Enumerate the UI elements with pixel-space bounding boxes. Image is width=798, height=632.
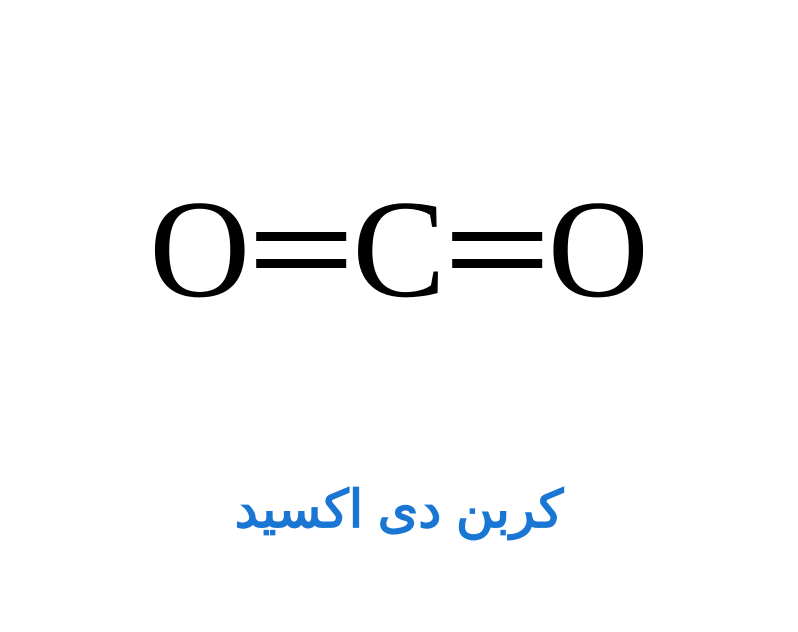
atom-carbon-center: C	[352, 180, 445, 320]
molecule-label-persian: کربن دی اکسید	[235, 480, 564, 540]
bond-line	[452, 259, 542, 268]
bond-line	[256, 259, 346, 268]
atom-oxygen-left: O	[149, 180, 250, 320]
double-bond-left	[256, 232, 346, 268]
atom-oxygen-right: O	[548, 180, 649, 320]
bond-line	[256, 232, 346, 241]
bond-line	[452, 232, 542, 241]
molecule-diagram: O C O	[149, 180, 649, 320]
double-bond-right	[452, 232, 542, 268]
